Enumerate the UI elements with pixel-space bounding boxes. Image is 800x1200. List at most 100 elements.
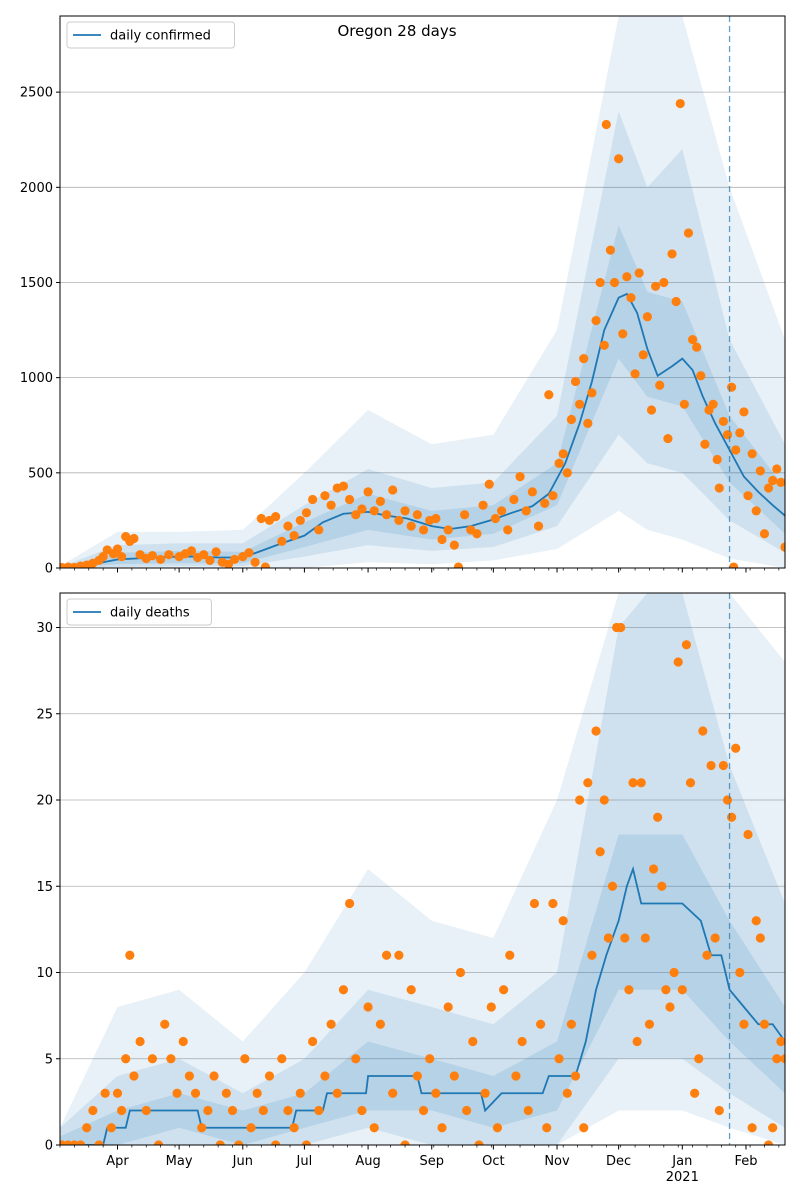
bottom-chart-daily-deaths: 0 5 10 15 20 25 30 Apr May Jun Jul Aug Sep Oct Nov Dec J…	[36, 592, 786, 1185]
data-point	[135, 1036, 145, 1047]
data-point	[540, 498, 550, 508]
data-point	[575, 399, 585, 409]
data-point	[460, 510, 470, 520]
data-point	[562, 468, 572, 478]
data-point	[587, 388, 597, 398]
data-point	[768, 475, 778, 486]
data-point	[755, 466, 765, 476]
data-point	[776, 1036, 785, 1047]
data-point	[648, 864, 659, 874]
data-point	[714, 483, 724, 493]
data-point	[344, 898, 355, 909]
data-point	[172, 1088, 182, 1098]
data-point	[638, 350, 648, 360]
y-tick-label: 25	[36, 707, 53, 722]
data-point	[554, 1054, 564, 1064]
data-point	[129, 533, 139, 544]
data-point	[646, 405, 657, 415]
y-tick-label: 30	[36, 621, 53, 636]
data-point	[675, 98, 685, 109]
y-tick-label: 10	[36, 966, 53, 981]
data-point	[727, 812, 737, 822]
data-point	[412, 510, 422, 520]
y-tick-label: 1500	[20, 276, 53, 291]
data-point	[618, 329, 628, 339]
data-point	[338, 985, 349, 995]
interval-band	[60, 16, 785, 568]
data-point	[759, 529, 770, 539]
data-point	[178, 1036, 188, 1047]
x-tick-label: Apr	[106, 1154, 129, 1169]
data-point	[755, 933, 765, 943]
y-tick-label: 1000	[20, 371, 53, 386]
data-point	[480, 1088, 490, 1098]
data-point	[357, 504, 367, 514]
data-point	[751, 506, 761, 516]
data-point	[634, 268, 644, 278]
data-point	[418, 525, 429, 535]
interval-band	[60, 593, 785, 1145]
axes-frame	[59, 15, 786, 569]
legend-box	[66, 598, 212, 626]
data-point	[121, 1054, 131, 1064]
legend-box	[66, 21, 235, 49]
data-point	[505, 950, 515, 960]
data-point	[425, 1054, 435, 1064]
data-point	[234, 1140, 244, 1145]
data-point	[548, 491, 558, 501]
data-point	[252, 1088, 262, 1098]
data-point	[622, 272, 632, 282]
data-point	[558, 449, 568, 459]
y-tick-label: 2000	[20, 181, 53, 196]
data-point	[147, 1054, 158, 1064]
data-point	[515, 472, 525, 482]
data-point	[521, 506, 531, 516]
data-point	[449, 1071, 459, 1081]
data-point	[295, 1088, 305, 1098]
data-point	[533, 521, 544, 531]
data-point	[357, 1105, 367, 1116]
data-point	[735, 967, 745, 978]
data-point	[651, 281, 661, 291]
data-point	[332, 1088, 342, 1098]
data-point	[75, 1140, 86, 1145]
data-point	[669, 967, 679, 978]
data-point	[338, 481, 349, 491]
data-point	[655, 380, 665, 390]
data-point	[289, 1123, 299, 1133]
data-point	[437, 1123, 447, 1133]
data-point	[696, 371, 706, 381]
data-point	[363, 1002, 373, 1012]
data-point	[587, 950, 597, 960]
data-point	[227, 1105, 238, 1116]
data-point	[246, 1123, 256, 1133]
data-point	[599, 795, 609, 805]
data-point	[722, 795, 733, 805]
plot-area	[60, 593, 785, 1145]
axes-frame	[59, 592, 786, 1146]
x-tick-label: Oct	[482, 1154, 504, 1169]
data-point	[735, 428, 745, 438]
data-point	[614, 154, 624, 164]
data-point	[626, 293, 636, 303]
data-point	[591, 315, 601, 326]
data-point	[731, 445, 741, 455]
series-line	[60, 865, 785, 1145]
data-point	[394, 950, 404, 960]
data-point	[166, 1054, 176, 1064]
data-point	[486, 1002, 496, 1012]
data-point	[375, 1019, 385, 1029]
data-point	[431, 513, 441, 524]
data-point	[671, 296, 681, 307]
data-point	[702, 950, 712, 960]
x-tick-label: Jul	[296, 1154, 313, 1169]
data-point	[289, 531, 299, 541]
data-point	[453, 562, 464, 568]
data-point	[690, 1088, 700, 1098]
y-tick-label: 0	[45, 562, 53, 577]
data-point	[443, 1002, 453, 1012]
data-point	[98, 551, 108, 562]
data-point	[718, 760, 728, 771]
data-point	[455, 967, 466, 978]
